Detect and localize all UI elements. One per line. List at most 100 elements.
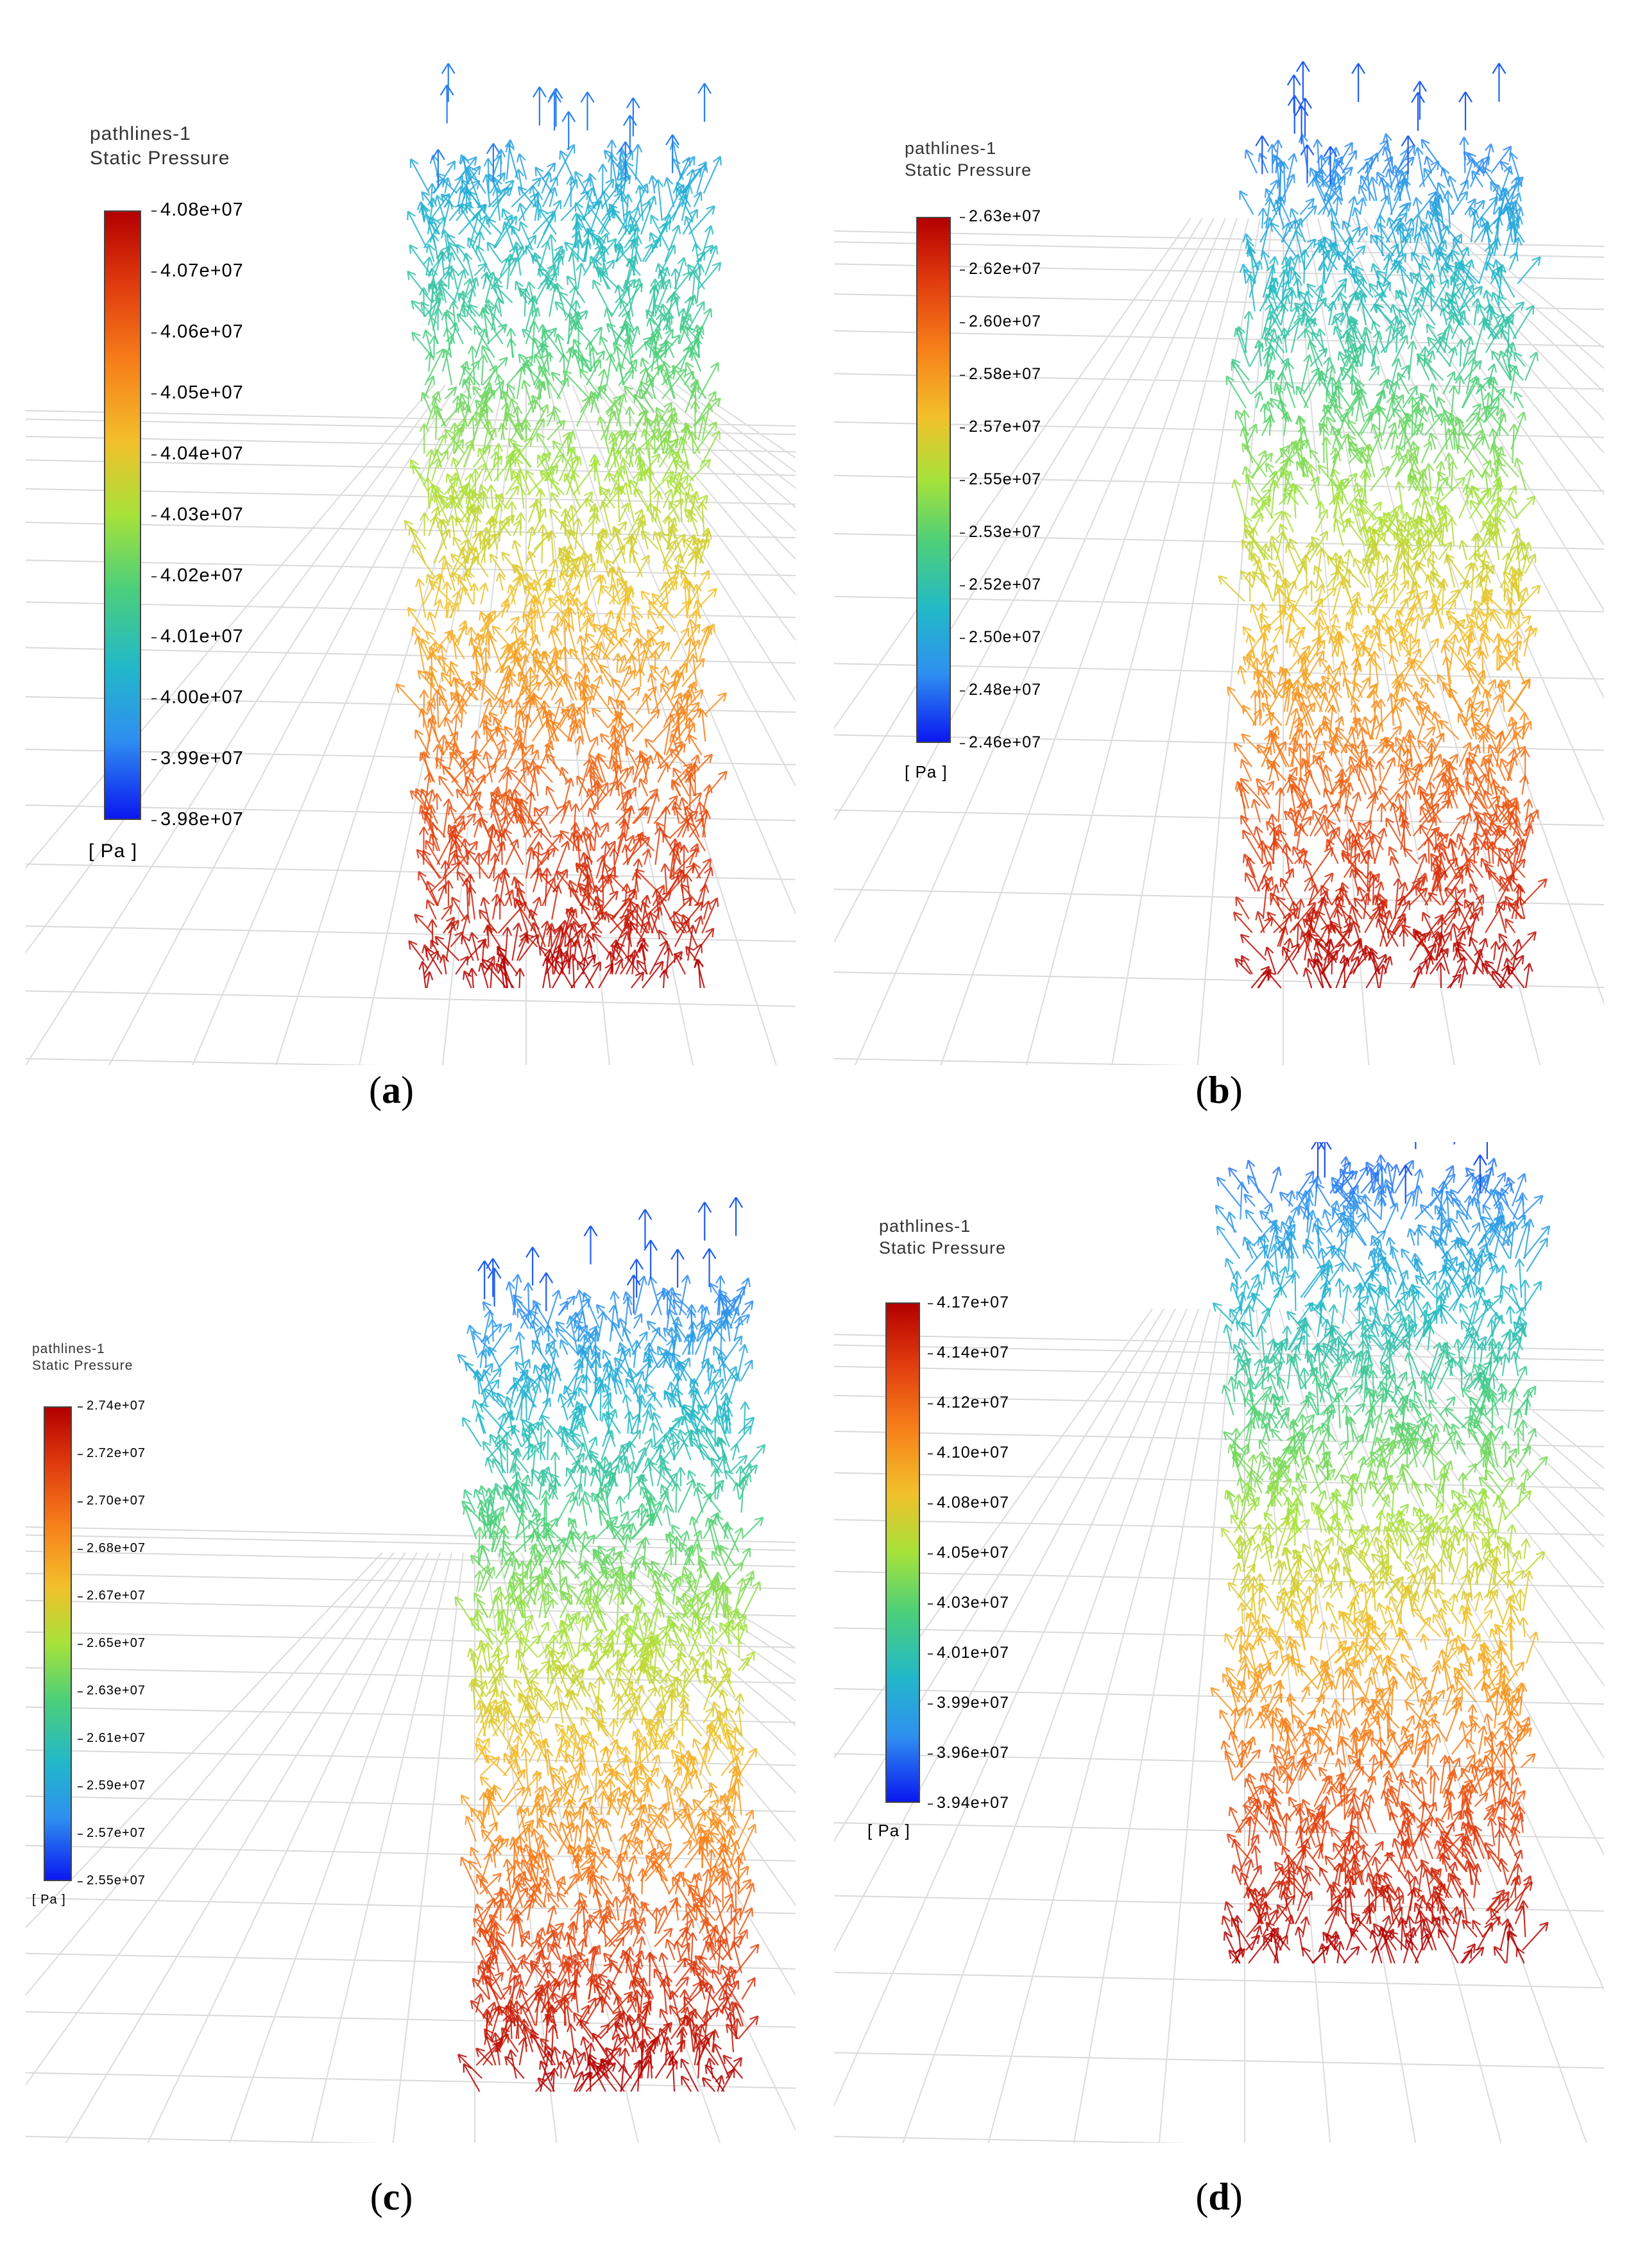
pathline-arrow	[587, 807, 600, 838]
pathline-arrow	[570, 1979, 581, 2013]
pathline-arrow	[1410, 959, 1428, 989]
pathline-arrow	[697, 362, 719, 400]
pathline-arrow	[560, 646, 570, 687]
pathline-arrow	[688, 1358, 710, 1395]
pathline-arrow	[1458, 286, 1483, 312]
pathline-arrow	[1458, 540, 1469, 560]
pathline-arrow	[629, 1259, 644, 1298]
pathline-arrow	[1299, 701, 1317, 740]
grid-line	[392, 1552, 464, 2143]
pathline-arrow	[683, 873, 693, 907]
pathline-arrow	[689, 458, 712, 482]
pathline-arrow	[1332, 315, 1343, 339]
pathline-arrow	[494, 215, 518, 249]
pathline-arrow	[1492, 516, 1503, 547]
pathline-arrow	[469, 1652, 479, 1684]
pathline-arrow	[1448, 417, 1458, 450]
pathline-arrow	[1377, 964, 1387, 989]
pathline-arrow	[1239, 190, 1254, 216]
pathline-arrow	[1382, 133, 1395, 174]
pathline-arrow	[1267, 681, 1287, 713]
pathline-arrow	[586, 1596, 608, 1632]
pathline-arrow	[578, 758, 593, 797]
pathline-arrow	[1295, 61, 1310, 100]
pathline-arrow	[1313, 958, 1324, 989]
pathline-arrow	[629, 1979, 642, 2013]
pathline-arrow	[1411, 497, 1421, 519]
pathline-arrow	[1278, 523, 1290, 547]
pathline-arrow	[516, 366, 526, 399]
pathline-arrow	[566, 1689, 578, 1710]
pathline-arrow	[559, 907, 575, 948]
pathline-arrow	[534, 166, 554, 194]
pathline-arrow	[607, 1796, 620, 1816]
pathline-arrow	[524, 1424, 534, 1460]
pathline-arrow	[629, 949, 640, 975]
pathline-arrow	[1428, 432, 1438, 450]
pathline-arrow	[1350, 819, 1372, 851]
grid-line	[26, 748, 796, 765]
pathline-arrow	[583, 855, 597, 892]
pathline-arrow	[1260, 250, 1270, 271]
pathline-arrow	[1277, 943, 1301, 975]
pathline-arrow	[1233, 911, 1253, 934]
pathline-arrow	[670, 1749, 694, 1777]
pathline-arrow	[454, 417, 468, 454]
pathline-arrow	[669, 838, 679, 879]
pathline-arrow	[590, 1360, 601, 1395]
pathline-arrow	[631, 514, 647, 550]
pathline-arrow	[585, 1849, 595, 1868]
pathline-arrow	[710, 1580, 728, 1619]
pathline-arrow	[1256, 860, 1272, 892]
pathline-arrow	[704, 1888, 715, 1907]
pathline-arrow	[1299, 198, 1315, 216]
pathline-arrow	[662, 1504, 672, 1526]
pathline-arrow	[419, 751, 436, 783]
pathline-arrow	[702, 1919, 715, 1947]
pathline-arrow	[543, 1590, 559, 1605]
pathline-arrow	[726, 2057, 742, 2079]
pathline-arrow	[653, 179, 664, 221]
grid-line	[509, 1552, 721, 2143]
pathline-arrow	[450, 553, 475, 578]
pathline-arrow	[546, 833, 563, 852]
pathline-arrow	[1465, 357, 1478, 395]
pathline-arrow	[444, 386, 457, 400]
pathline-arrow	[507, 501, 517, 522]
legend-title: pathlines-1	[90, 123, 191, 144]
pathline-arrow	[670, 1249, 685, 1288]
pathline-arrow	[1399, 763, 1416, 796]
pathline-arrow	[644, 1240, 658, 1279]
pathline-arrow	[506, 1887, 529, 1921]
pathline-arrow	[568, 286, 579, 317]
pathline-arrow	[516, 814, 527, 838]
pathline-arrow	[619, 1582, 633, 1605]
pathline-arrow	[1339, 887, 1363, 920]
pathline-arrow	[550, 1649, 574, 1684]
grid-line	[834, 217, 1203, 821]
pathline-arrow	[506, 1963, 516, 1987]
pathline-arrow	[1451, 249, 1474, 284]
pathline-arrow	[1286, 153, 1298, 187]
pathline-arrow	[1497, 484, 1517, 519]
pathline-arrow	[653, 1418, 681, 1447]
pathline-arrow	[683, 1651, 705, 1684]
pathline-arrow	[427, 280, 438, 317]
pathline-arrow	[646, 1803, 667, 1842]
pathline-arrow	[1512, 534, 1523, 574]
pathline-arrow	[597, 1311, 608, 1342]
pathline-arrow	[1349, 504, 1361, 533]
pathline-arrow	[565, 545, 575, 577]
pathline-arrow	[1398, 641, 1412, 658]
pathline-arrow	[595, 1515, 619, 1540]
pathline-arrow	[1399, 819, 1410, 850]
pathline-arrow	[482, 356, 508, 386]
pathline-arrow	[667, 1618, 684, 1645]
pathline-arrow	[500, 870, 513, 907]
pathlines-column	[454, 1197, 766, 2092]
pathline-arrow	[1465, 468, 1475, 491]
pathline-arrow	[588, 1628, 604, 1645]
pathline-arrow	[1465, 613, 1495, 644]
pathline-arrow	[589, 327, 603, 345]
pathline-arrow	[532, 86, 547, 126]
